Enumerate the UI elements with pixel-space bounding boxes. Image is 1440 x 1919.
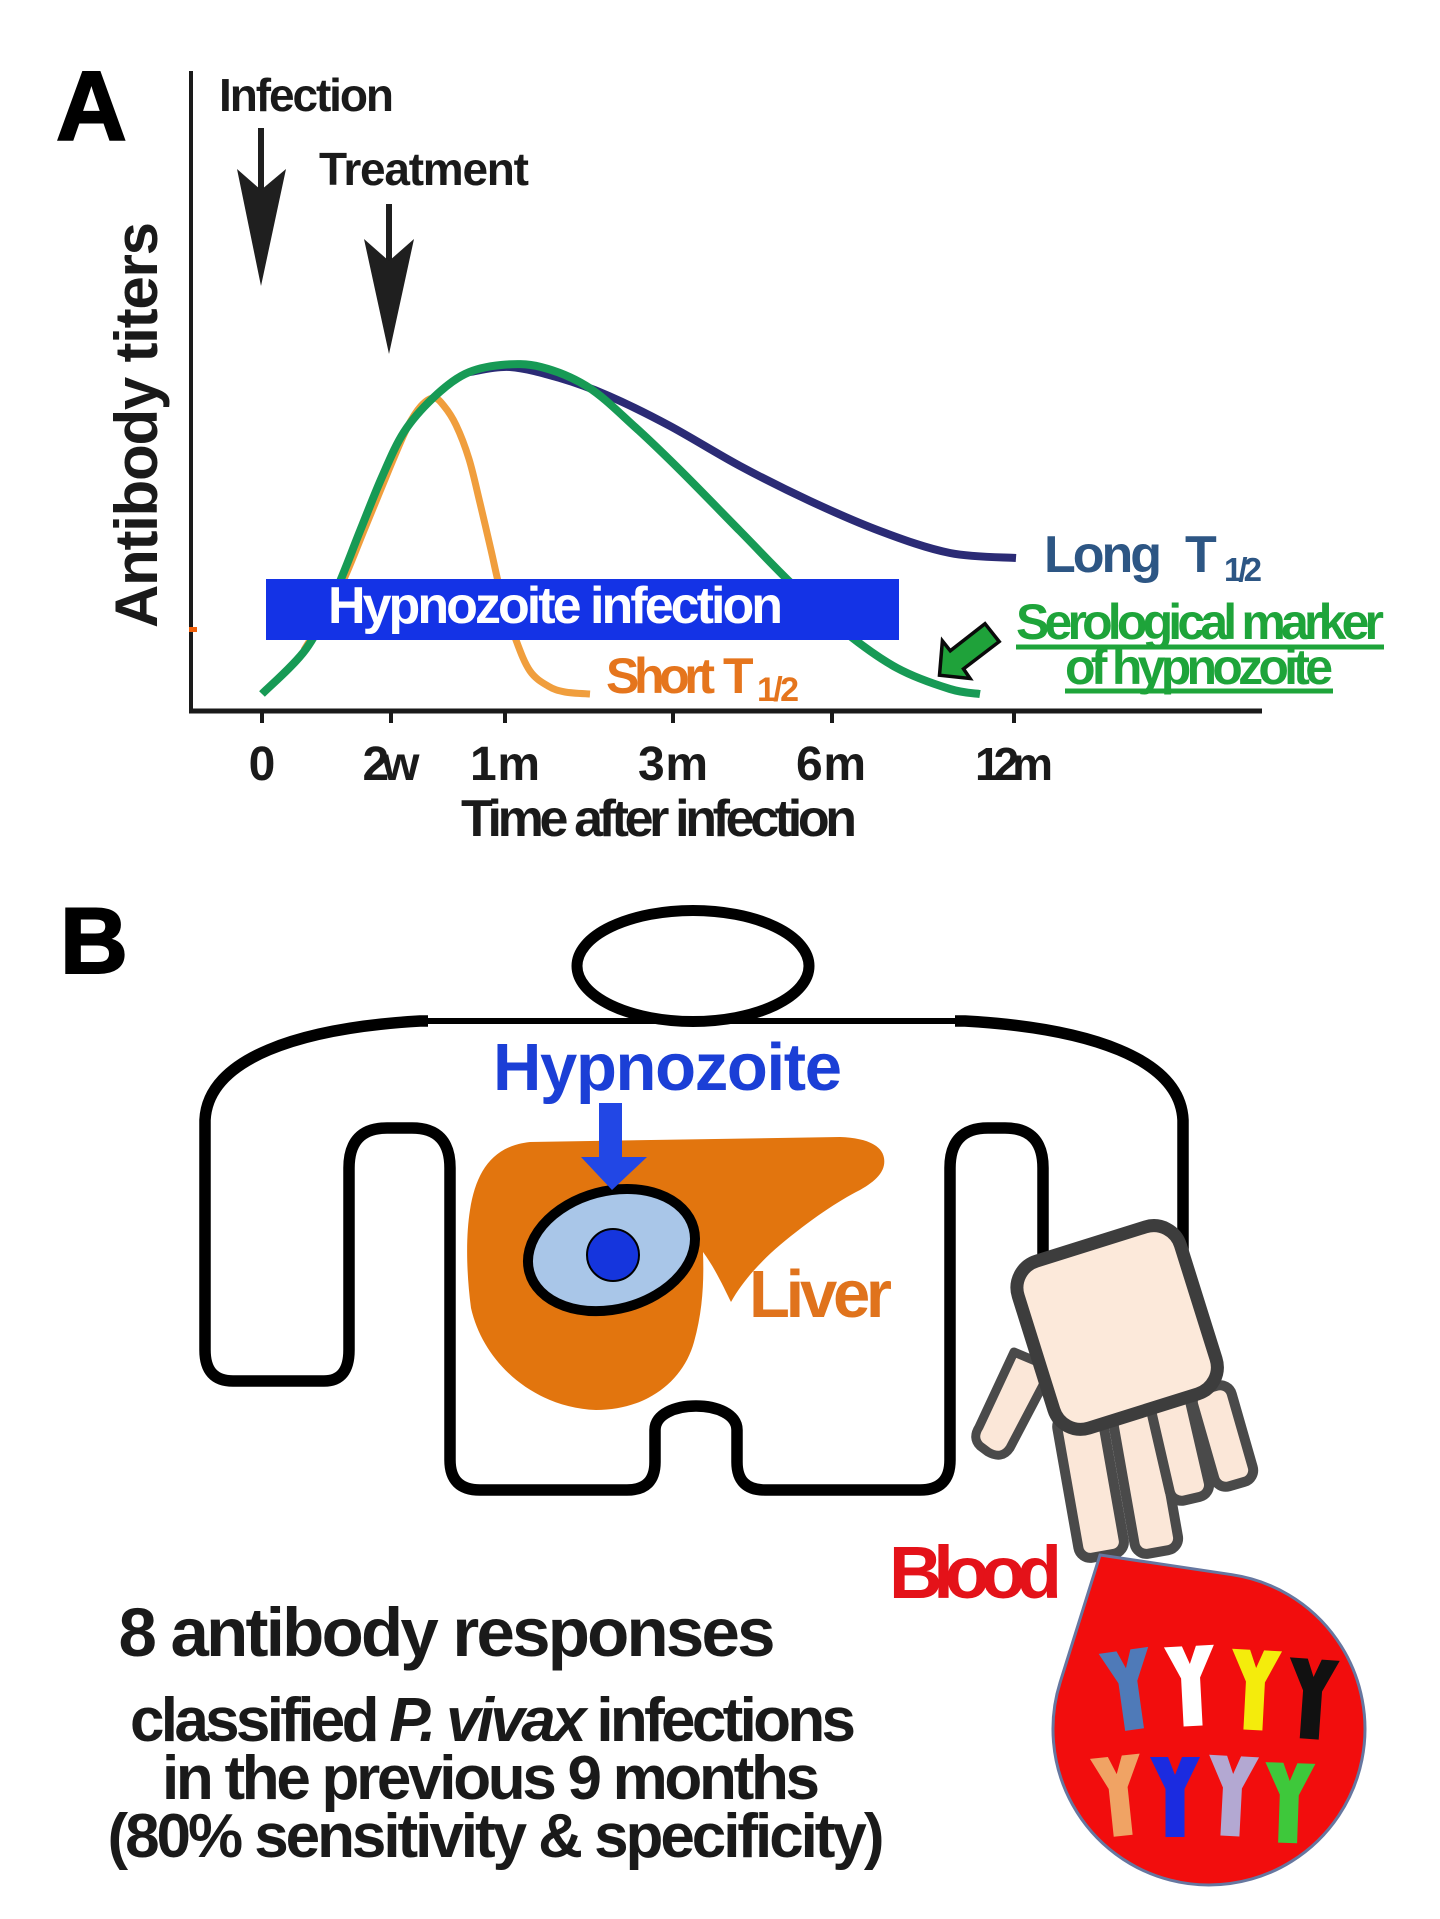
svg-text:Liver: Liver [749, 1257, 892, 1332]
svg-text:Infection: Infection [219, 69, 394, 121]
svg-text:Time after infection: Time after infection [461, 790, 857, 848]
svg-text:3m: 3m [638, 738, 708, 791]
svg-text:12m: 12m [975, 738, 1053, 790]
svg-text:T: T [1185, 526, 1217, 584]
svg-text:T: T [723, 648, 754, 704]
svg-text:classified P. vivax infections: classified P. vivax infections [130, 1686, 856, 1755]
svg-text:A: A [56, 51, 127, 161]
svg-text:Short: Short [606, 648, 715, 704]
svg-text:Treatment: Treatment [319, 143, 529, 195]
svg-text:Blood: Blood [889, 1531, 1062, 1614]
svg-text:B: B [60, 888, 128, 993]
svg-text:Serological marker: Serological marker [1016, 594, 1384, 650]
svg-text:1/2: 1/2 [757, 671, 799, 709]
svg-text:2w: 2w [363, 738, 421, 791]
svg-text:Antibody titers: Antibody titers [103, 222, 170, 628]
svg-text:in the previous 9 months: in the previous 9 months [162, 1744, 820, 1813]
svg-text:1/2: 1/2 [1224, 551, 1262, 588]
svg-text:1m: 1m [470, 738, 540, 791]
svg-text:Hypnozoite: Hypnozoite [493, 1030, 842, 1105]
svg-text:8 antibody responses: 8 antibody responses [119, 1594, 776, 1671]
svg-text:Hypnozoite infection: Hypnozoite infection [328, 577, 783, 635]
svg-text:Long: Long [1044, 526, 1162, 584]
svg-text:0: 0 [249, 738, 276, 791]
svg-text:6m: 6m [796, 738, 866, 791]
svg-text:(80% sensitivity & specificity: (80% sensitivity & specificity) [108, 1802, 885, 1871]
